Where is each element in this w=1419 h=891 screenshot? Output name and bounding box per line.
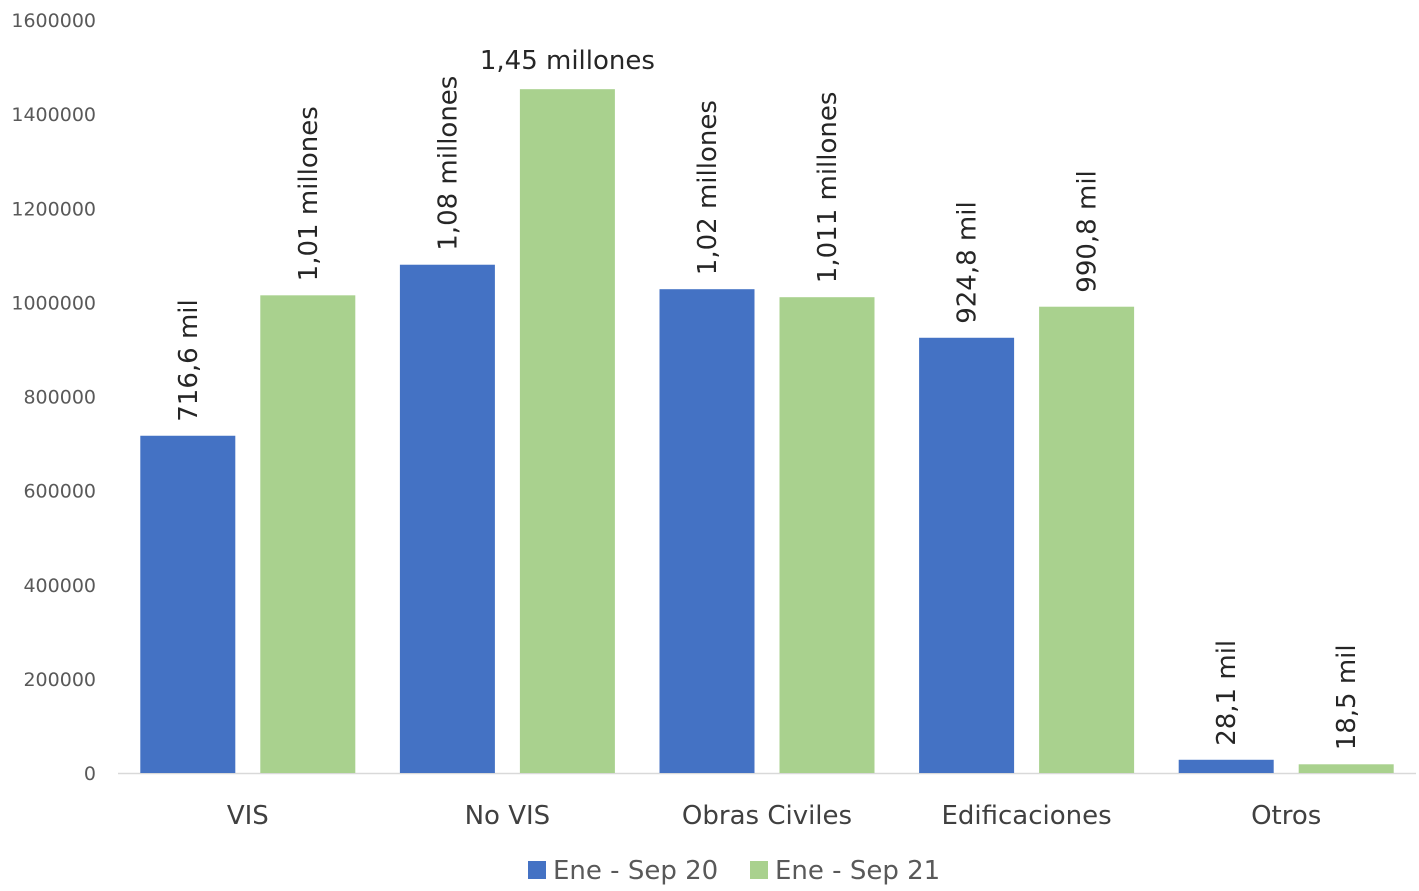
bar bbox=[399, 264, 495, 773]
data-label: 1,08 millones bbox=[433, 76, 463, 251]
data-label: 1,45 millones bbox=[480, 46, 655, 76]
legend-label: Ene - Sep 21 bbox=[775, 856, 940, 886]
legend-swatch bbox=[750, 861, 768, 879]
bar bbox=[519, 89, 615, 773]
x-tick-label: Otros bbox=[1251, 801, 1321, 831]
x-tick-label: Obras Civiles bbox=[682, 801, 852, 831]
y-tick-label: 1200000 bbox=[11, 198, 96, 220]
bar bbox=[779, 297, 875, 773]
bar bbox=[919, 337, 1015, 773]
data-label: 18,5 mil bbox=[1332, 644, 1362, 750]
y-tick-label: 200000 bbox=[23, 669, 96, 691]
data-label: 990,8 mil bbox=[1073, 170, 1103, 292]
data-label: 716,6 mil bbox=[174, 299, 204, 421]
bar bbox=[1298, 764, 1394, 773]
bar bbox=[1178, 759, 1274, 773]
bar bbox=[140, 435, 236, 773]
x-tick-label: Edificaciones bbox=[941, 801, 1111, 831]
x-tick-label: VIS bbox=[227, 801, 269, 831]
data-label: 1,02 millones bbox=[693, 100, 723, 275]
data-label: 28,1 mil bbox=[1212, 640, 1242, 746]
data-label: 924,8 mil bbox=[953, 201, 983, 323]
x-tick-label: No VIS bbox=[465, 801, 551, 831]
bar bbox=[260, 295, 356, 773]
y-tick-label: 600000 bbox=[23, 481, 96, 503]
y-tick-label: 1600000 bbox=[11, 10, 96, 32]
legend-swatch bbox=[528, 861, 546, 879]
y-tick-label: 1400000 bbox=[11, 104, 96, 126]
y-tick-label: 800000 bbox=[23, 387, 96, 409]
bar bbox=[659, 289, 755, 773]
y-tick-label: 0 bbox=[84, 763, 96, 785]
bar bbox=[1039, 306, 1135, 773]
y-tick-label: 400000 bbox=[23, 575, 96, 597]
y-tick-label: 1000000 bbox=[11, 292, 96, 314]
data-label: 1,011 millones bbox=[813, 92, 843, 284]
data-label: 1,01 millones bbox=[294, 106, 324, 281]
legend-label: Ene - Sep 20 bbox=[553, 856, 718, 886]
